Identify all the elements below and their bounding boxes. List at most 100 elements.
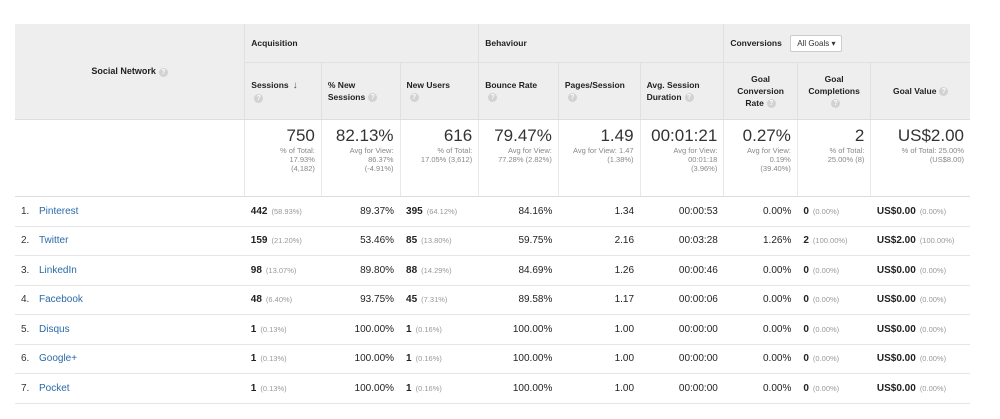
col-bounce-rate[interactable]: Bounce Rate? [478, 62, 559, 120]
help-icon[interactable]: ? [368, 93, 378, 103]
help-icon[interactable]: ? [488, 93, 498, 103]
goal-completions-value: 2 [803, 235, 809, 247]
table-row[interactable]: 3. LinkedIn 98 (13.07%) 89.80% 88 (14.29%) 84.6… [15, 255, 970, 286]
behaviour-group-header: Behaviour [478, 24, 724, 63]
total-sessions: 750% of Total: 17.93% (4,182) [244, 119, 322, 197]
network-link[interactable]: Twitter [39, 235, 69, 247]
sessions-pct: (0.13%) [260, 324, 287, 334]
duration-value: 00:00:00 [678, 353, 718, 365]
col-sessions-label: Sessions [251, 79, 289, 90]
help-icon[interactable]: ? [939, 87, 949, 97]
network-link[interactable]: LinkedIn [39, 264, 77, 276]
col-avg-duration[interactable]: Avg. Session Duration? [639, 62, 724, 120]
help-icon[interactable]: ? [831, 99, 841, 109]
help-icon[interactable]: ? [409, 93, 419, 103]
goal-value-pct: (0.00%) [919, 206, 947, 216]
table-row[interactable]: 2. Twitter 159 (21.20%) 53.46% 85 (13.80%) 59.7… [15, 226, 970, 256]
conv-value: 0.00% [763, 205, 792, 217]
col-goal-completions[interactable]: Goal Completions? [796, 62, 871, 120]
goal-value-value: US$0.00 [876, 382, 916, 394]
network-link[interactable]: Pocket [39, 382, 70, 394]
row-number: 4. [21, 294, 30, 306]
conv-value: 1.26% [763, 235, 792, 247]
help-icon[interactable]: ? [684, 93, 694, 103]
total-value: 00:01:21 [651, 126, 718, 145]
duration-value: 00:03:28 [678, 235, 718, 247]
total-value: 0.27% [742, 126, 791, 145]
sessions-cell: 98 (13.07%) [244, 255, 322, 286]
new-sessions-cell: 100.00% [321, 344, 401, 374]
col-sessions[interactable]: Sessions ↓? [244, 62, 322, 120]
network-link[interactable]: Facebook [39, 294, 83, 306]
goal-completions-value: 0 [803, 294, 809, 306]
table-row[interactable]: 1. Pinterest 442 (58.93%) 89.37% 395 (64.12%) 8… [15, 196, 970, 227]
bounce-cell: 100.00% [478, 373, 559, 404]
table-row[interactable]: 4. Facebook 48 (6.40%) 93.75% 45 (7.31%) 89.58%… [15, 285, 970, 315]
sessions-value: 1 [250, 353, 257, 365]
new-sessions-value: 93.75% [360, 294, 395, 306]
row-number: 1. [21, 205, 30, 217]
sort-desc-icon[interactable]: ↓ [292, 79, 298, 91]
conv-value: 0.00% [763, 382, 792, 394]
goal-completions-cell: 0 (0.00%) [797, 314, 871, 345]
col-goal-value[interactable]: Goal Value? [870, 62, 970, 120]
sessions-value: 48 [250, 294, 262, 306]
bounce-cell: 84.16% [478, 196, 559, 227]
bounce-value: 100.00% [512, 382, 553, 394]
new-sessions-cell: 93.75% [321, 285, 401, 315]
new-users-pct: (7.31%) [421, 295, 448, 305]
duration-cell: 00:00:53 [640, 196, 724, 227]
goal-value-value: US$0.00 [876, 323, 916, 335]
table-row[interactable]: 5. Disqus 1 (0.13%) 100.00% 1 (0.16%) 100.00% 1.… [15, 314, 970, 345]
goals-dropdown[interactable]: All Goals ▾ [790, 34, 843, 52]
col-goal-conversion[interactable]: Goal Conversion Rate? [723, 62, 798, 120]
total-new-users: 616% of Total: 17.05% (3,612) [399, 119, 479, 197]
help-icon[interactable]: ? [567, 93, 577, 103]
col-pages-session[interactable]: Pages/Session? [557, 62, 641, 120]
col-new-sessions[interactable]: % New Sessions? [320, 62, 401, 120]
duration-value: 00:00:46 [678, 264, 718, 276]
chevron-down-icon: ▾ [831, 38, 836, 48]
help-icon[interactable]: ? [766, 99, 776, 109]
network-link[interactable]: Disqus [39, 323, 70, 335]
new-sessions-value: 100.00% [354, 353, 395, 365]
sessions-value: 159 [250, 235, 268, 247]
goal-completions-cell: 0 (0.00%) [797, 285, 871, 315]
goal-completions-cell: 0 (0.00%) [797, 255, 871, 286]
goal-value-pct: (0.00%) [919, 383, 947, 393]
pages-value: 1.17 [614, 294, 635, 306]
col-new-users[interactable]: New Users? [399, 62, 479, 120]
new-users-pct: (0.16%) [415, 354, 442, 364]
total-value: 79.47% [494, 126, 552, 145]
total-sub: (US$8.00) [929, 155, 964, 164]
network-link[interactable]: Pinterest [39, 205, 79, 217]
totals-label-cell [15, 119, 245, 197]
total-sub: Avg for View: 1.47 [572, 146, 634, 155]
total-sub: % of Total: [437, 146, 473, 155]
goal-value-cell: US$2.00 (100.00%) [870, 226, 970, 256]
goal-completions-pct: (0.00%) [812, 206, 840, 216]
new-sessions-value: 100.00% [354, 323, 395, 335]
network-link[interactable]: Google+ [39, 353, 78, 365]
col-goal-completions-label: Goal Completions [808, 74, 860, 96]
social-network-header[interactable]: Social Network? [15, 24, 245, 120]
total-goal-conversion: 0.27% Avg for View: 0.19% (39.40%) [723, 119, 798, 197]
new-sessions-value: 89.37% [360, 205, 395, 217]
conv-cell: 0.00% [723, 314, 798, 345]
report-table-wrapper: Social Network? Acquisition Behaviour Co… [15, 24, 970, 404]
help-icon[interactable]: ? [158, 67, 168, 77]
table-row[interactable]: 6. Google+ 1 (0.13%) 100.00% 1 (0.16%) 100.00% 1… [15, 344, 970, 374]
table-row[interactable]: 7. Pocket 1 (0.13%) 100.00% 1 (0.16%) 100.00% 1.… [15, 373, 970, 404]
duration-cell: 00:03:28 [640, 226, 724, 256]
goal-completions-value: 0 [803, 264, 809, 276]
help-icon[interactable]: ? [254, 93, 264, 103]
bounce-value: 89.58% [518, 294, 553, 306]
duration-cell: 00:00:00 [640, 344, 724, 374]
bounce-value: 84.16% [518, 205, 553, 217]
bounce-value: 84.69% [518, 264, 553, 276]
pages-cell: 1.00 [558, 344, 641, 374]
bounce-cell: 59.75% [478, 226, 559, 256]
new-users-cell: 395 (64.12%) [400, 196, 479, 227]
pages-cell: 1.17 [558, 285, 641, 315]
total-sub: % of Total: 25.00% [901, 146, 964, 155]
